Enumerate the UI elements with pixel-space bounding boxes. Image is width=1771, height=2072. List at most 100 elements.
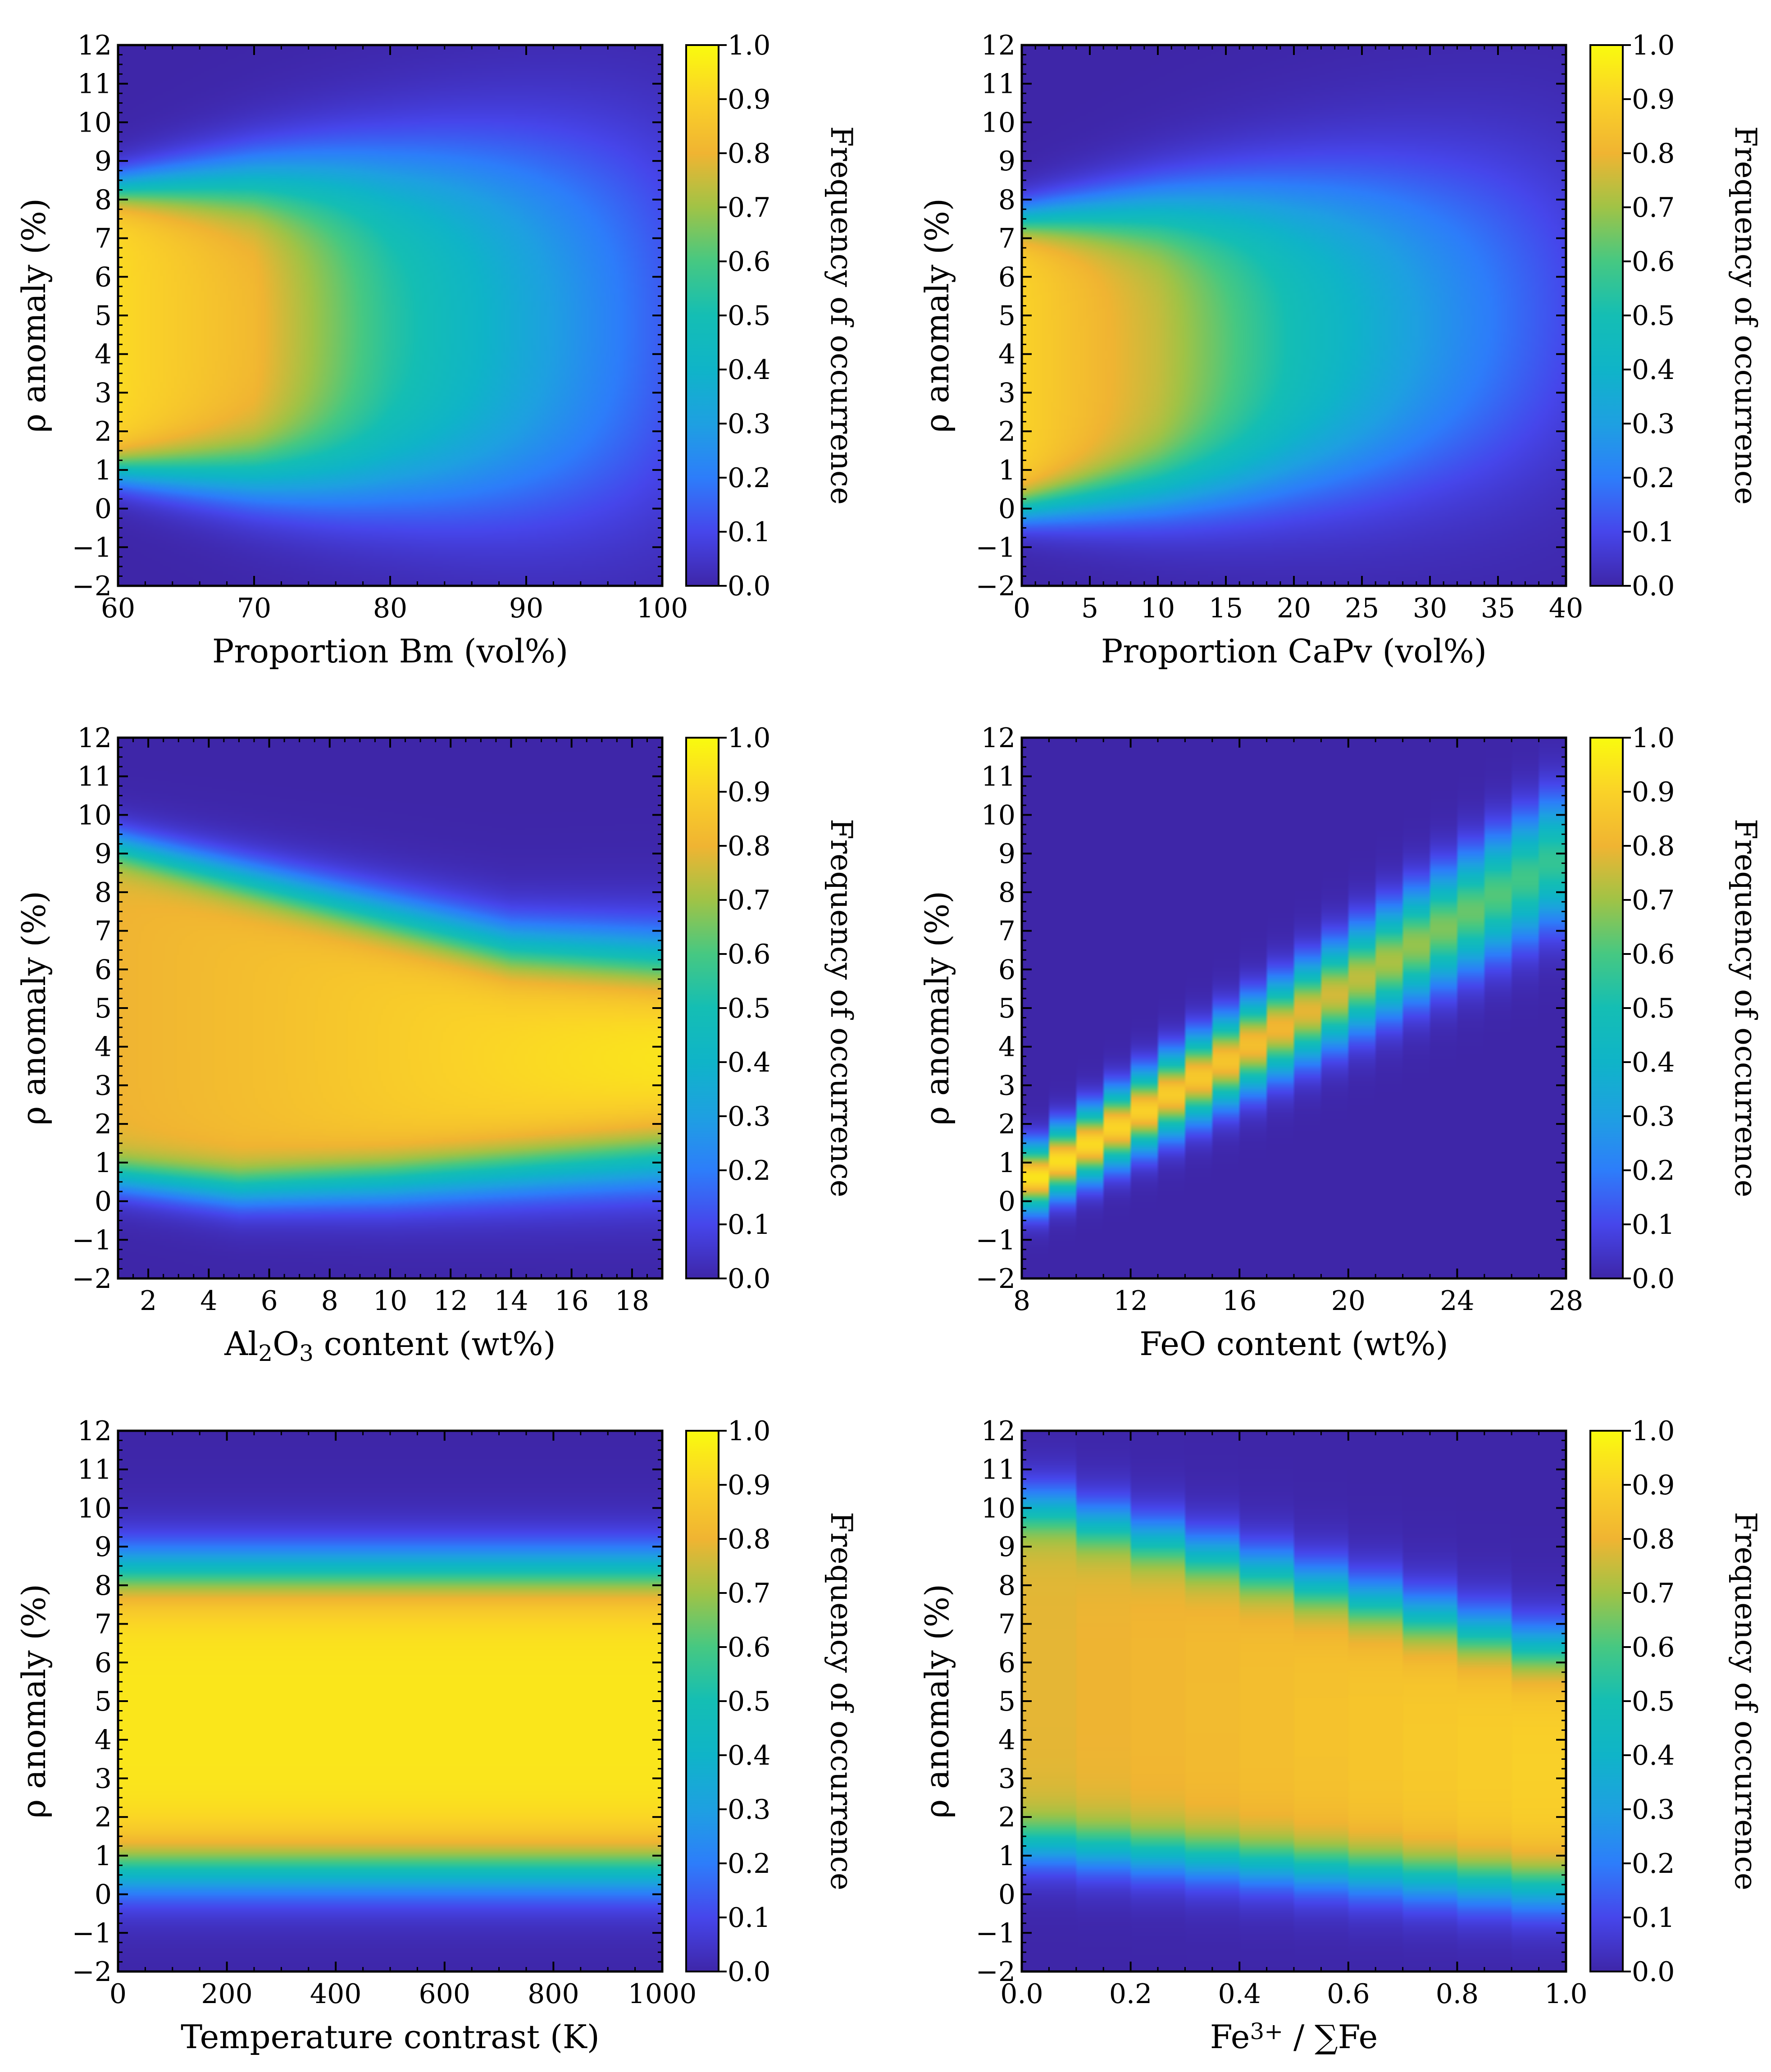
heatmap-image xyxy=(118,738,662,1278)
y-axis-label: ρ anomaly (%) xyxy=(15,1584,53,1818)
y-tick-label: 4 xyxy=(998,1031,1015,1063)
y-tick-label: 12 xyxy=(77,30,112,61)
colorbar-tick-label: 0.8 xyxy=(1632,831,1675,862)
colorbar-label: Frequency of occurrence xyxy=(824,819,859,1197)
x-tick-label: 15 xyxy=(1209,593,1243,624)
x-tick-label: 200 xyxy=(201,1978,253,2010)
x-tick-label: 0.8 xyxy=(1436,1978,1479,2010)
y-tick-label: 7 xyxy=(998,1609,1015,1640)
colorbar-tick-label: 0.3 xyxy=(728,1101,770,1132)
colorbar-label: Frequency of occurrence xyxy=(824,126,859,505)
y-tick-label: 7 xyxy=(95,1609,112,1640)
colorbar-tick-label: 0.6 xyxy=(728,1632,770,1663)
x-axis-label: Proportion CaPv (vol%) xyxy=(1101,632,1487,670)
colorbar-tick-label: 0.1 xyxy=(1632,1902,1675,1934)
y-tick-label: 0 xyxy=(95,1186,112,1218)
y-tick-label: 8 xyxy=(95,877,112,908)
x-tick-label: 14 xyxy=(494,1285,528,1317)
colorbar-tick-label: 0.4 xyxy=(1632,1047,1675,1078)
y-tick-label: 11 xyxy=(77,68,112,100)
colorbar xyxy=(1589,44,1624,587)
x-tick-label: 0 xyxy=(109,1978,127,2010)
x-axis-label: FeO content (wt%) xyxy=(1139,1325,1448,1363)
y-tick-label: 1 xyxy=(95,455,112,486)
colorbar-tick-label: 0.9 xyxy=(1632,1470,1675,1501)
y-tick-label: 1 xyxy=(95,1840,112,1872)
y-tick-label: 12 xyxy=(981,30,1015,61)
colorbar-tick-label: 1.0 xyxy=(1632,722,1675,754)
y-tick-label: 0 xyxy=(998,493,1015,525)
x-tick-label: 0 xyxy=(1013,593,1030,624)
x-tick-label: 2 xyxy=(140,1285,157,1317)
y-tick-label: −2 xyxy=(72,570,112,602)
y-tick-label: 6 xyxy=(95,1647,112,1679)
colorbar-tick-label: 1.0 xyxy=(728,722,770,754)
colorbar-tick-label: 0.8 xyxy=(728,138,770,169)
colorbar-tick-label: 0.4 xyxy=(728,1047,770,1078)
y-tick-label: 4 xyxy=(998,339,1015,370)
y-tick-label: 1 xyxy=(95,1147,112,1179)
colorbar-tick-label: 0.2 xyxy=(728,462,770,494)
colorbar-tick-label: 0.1 xyxy=(728,1902,770,1934)
y-tick-label: 2 xyxy=(998,1109,1015,1140)
y-tick-label: −2 xyxy=(976,570,1015,602)
colorbar xyxy=(1589,737,1624,1279)
colorbar-tick-label: 0.7 xyxy=(728,1578,770,1609)
y-tick-label: 6 xyxy=(998,261,1015,293)
y-tick-label: 12 xyxy=(981,722,1015,754)
colorbar-tick-label: 0.9 xyxy=(728,84,770,115)
x-tick-label: 24 xyxy=(1440,1285,1474,1317)
x-tick-label: 1.0 xyxy=(1544,1978,1587,2010)
panel-capv: 0 5 10 15 20 25 30 35 40−2−10123456789101112Prop… xyxy=(918,30,1763,670)
colorbar-label: Frequency of occurrence xyxy=(1728,1512,1763,1890)
colorbar-tick-label: 0.0 xyxy=(1632,1263,1675,1295)
y-tick-label: 3 xyxy=(998,1070,1015,1101)
y-tick-label: 2 xyxy=(998,1802,1015,1833)
y-tick-label: 10 xyxy=(981,1492,1015,1524)
y-tick-label: 9 xyxy=(998,1531,1015,1563)
y-tick-label: 2 xyxy=(95,1802,112,1833)
colorbar-tick-label: 0.0 xyxy=(1632,1956,1675,1988)
colorbar-tick-label: 0.1 xyxy=(728,1209,770,1241)
colorbar-tick-label: 0.3 xyxy=(1632,1101,1675,1132)
y-tick-label: 9 xyxy=(998,838,1015,870)
y-tick-label: −1 xyxy=(976,1917,1015,1949)
colorbar-tick-label: 0.0 xyxy=(728,570,770,602)
colorbar-tick-label: 0.9 xyxy=(1632,84,1675,115)
y-tick-label: 5 xyxy=(95,993,112,1024)
y-tick-label: 4 xyxy=(95,1725,112,1756)
colorbar-tick-label: 0.0 xyxy=(728,1263,770,1295)
x-tick-label: 16 xyxy=(554,1285,588,1317)
y-tick-label: 5 xyxy=(998,1686,1015,1717)
x-tick-label: 28 xyxy=(1549,1285,1583,1317)
x-tick-label: 70 xyxy=(237,593,271,624)
x-tick-label: 800 xyxy=(528,1978,579,2010)
colorbar-label: Frequency of occurrence xyxy=(824,1512,859,1890)
colorbar-tick-label: 0.3 xyxy=(1632,1794,1675,1826)
x-tick-label: 30 xyxy=(1413,593,1447,624)
panel-bm: 60 70 80 90 100−2−10123456789101112Proportio… xyxy=(15,30,859,670)
y-tick-label: 10 xyxy=(981,107,1015,138)
x-tick-label: 400 xyxy=(310,1978,362,2010)
y-tick-label: 11 xyxy=(77,1454,112,1486)
y-tick-label: 4 xyxy=(998,1725,1015,1756)
y-tick-label: −1 xyxy=(976,1224,1015,1256)
colorbar-tick-label: 1.0 xyxy=(728,30,770,61)
y-tick-label: 6 xyxy=(998,954,1015,986)
y-tick-label: 8 xyxy=(998,877,1015,908)
y-tick-label: 9 xyxy=(95,146,112,177)
x-axis-label: Fe3+ / ∑Fe xyxy=(1210,2018,1378,2056)
y-tick-label: −1 xyxy=(72,1917,112,1949)
colorbar-tick-label: 0.6 xyxy=(1632,1632,1675,1663)
colorbar-tick-label: 0.7 xyxy=(728,885,770,916)
heatmap-image xyxy=(118,1431,662,1972)
colorbar-tick-label: 0.9 xyxy=(1632,776,1675,808)
y-tick-label: 10 xyxy=(77,107,112,138)
y-tick-label: 11 xyxy=(981,1454,1015,1486)
x-tick-label: 0.2 xyxy=(1109,1978,1152,2010)
x-tick-label: 0.6 xyxy=(1327,1978,1370,2010)
y-tick-label: 0 xyxy=(998,1186,1015,1218)
x-tick-label: 20 xyxy=(1331,1285,1366,1317)
x-tick-label: 0.4 xyxy=(1218,1978,1261,2010)
